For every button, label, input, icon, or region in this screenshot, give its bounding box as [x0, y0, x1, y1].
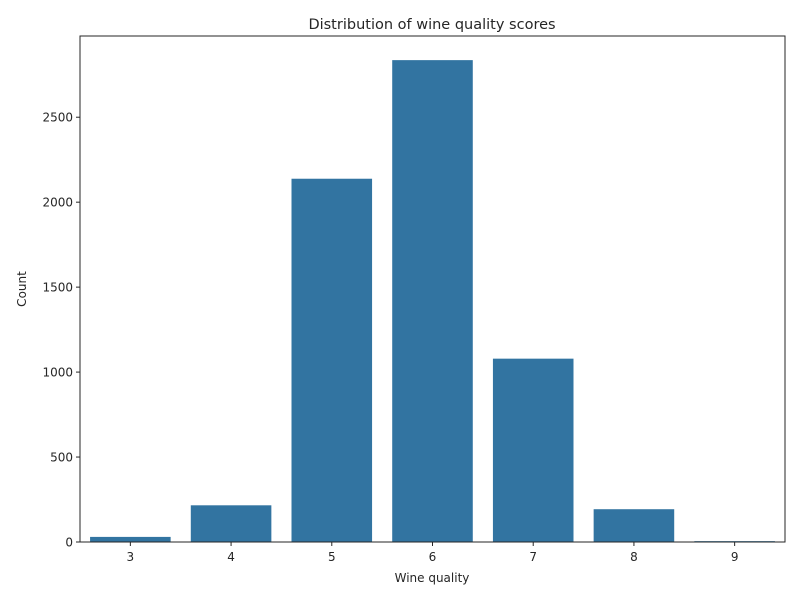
y-tick-label: 1000 [42, 366, 73, 380]
chart-title: Distribution of wine quality scores [308, 17, 555, 33]
y-axis-label: Count [15, 271, 29, 307]
bar-quality-3 [90, 536, 171, 542]
bars-group [90, 60, 775, 543]
bar-quality-4 [190, 505, 272, 542]
y-tick-label: 500 [50, 451, 73, 465]
bar-quality-8 [593, 509, 675, 542]
bar-quality-7 [492, 358, 574, 542]
x-tick-label: 3 [127, 550, 135, 564]
bar-quality-6 [392, 60, 473, 542]
y-tick-label: 0 [65, 536, 73, 550]
y-tick-label: 2000 [42, 196, 73, 210]
y-tick-label: 2500 [42, 111, 73, 125]
x-tick-label: 9 [731, 550, 739, 564]
plot-frame [79, 35, 786, 543]
x-tick-label: 8 [630, 550, 638, 564]
y-tick-label: 1500 [42, 281, 73, 295]
x-tick-label: 5 [328, 550, 336, 564]
y-axis-ticks: 0 500 1000 1500 2000 2500 [42, 111, 80, 550]
x-axis-ticks: 3 4 5 6 7 8 9 [127, 542, 739, 564]
x-tick-label: 4 [227, 550, 235, 564]
bar-quality-5 [291, 178, 373, 543]
x-tick-label: 7 [529, 550, 537, 564]
x-tick-label: 6 [429, 550, 437, 564]
x-axis-label: Wine quality [395, 571, 470, 585]
